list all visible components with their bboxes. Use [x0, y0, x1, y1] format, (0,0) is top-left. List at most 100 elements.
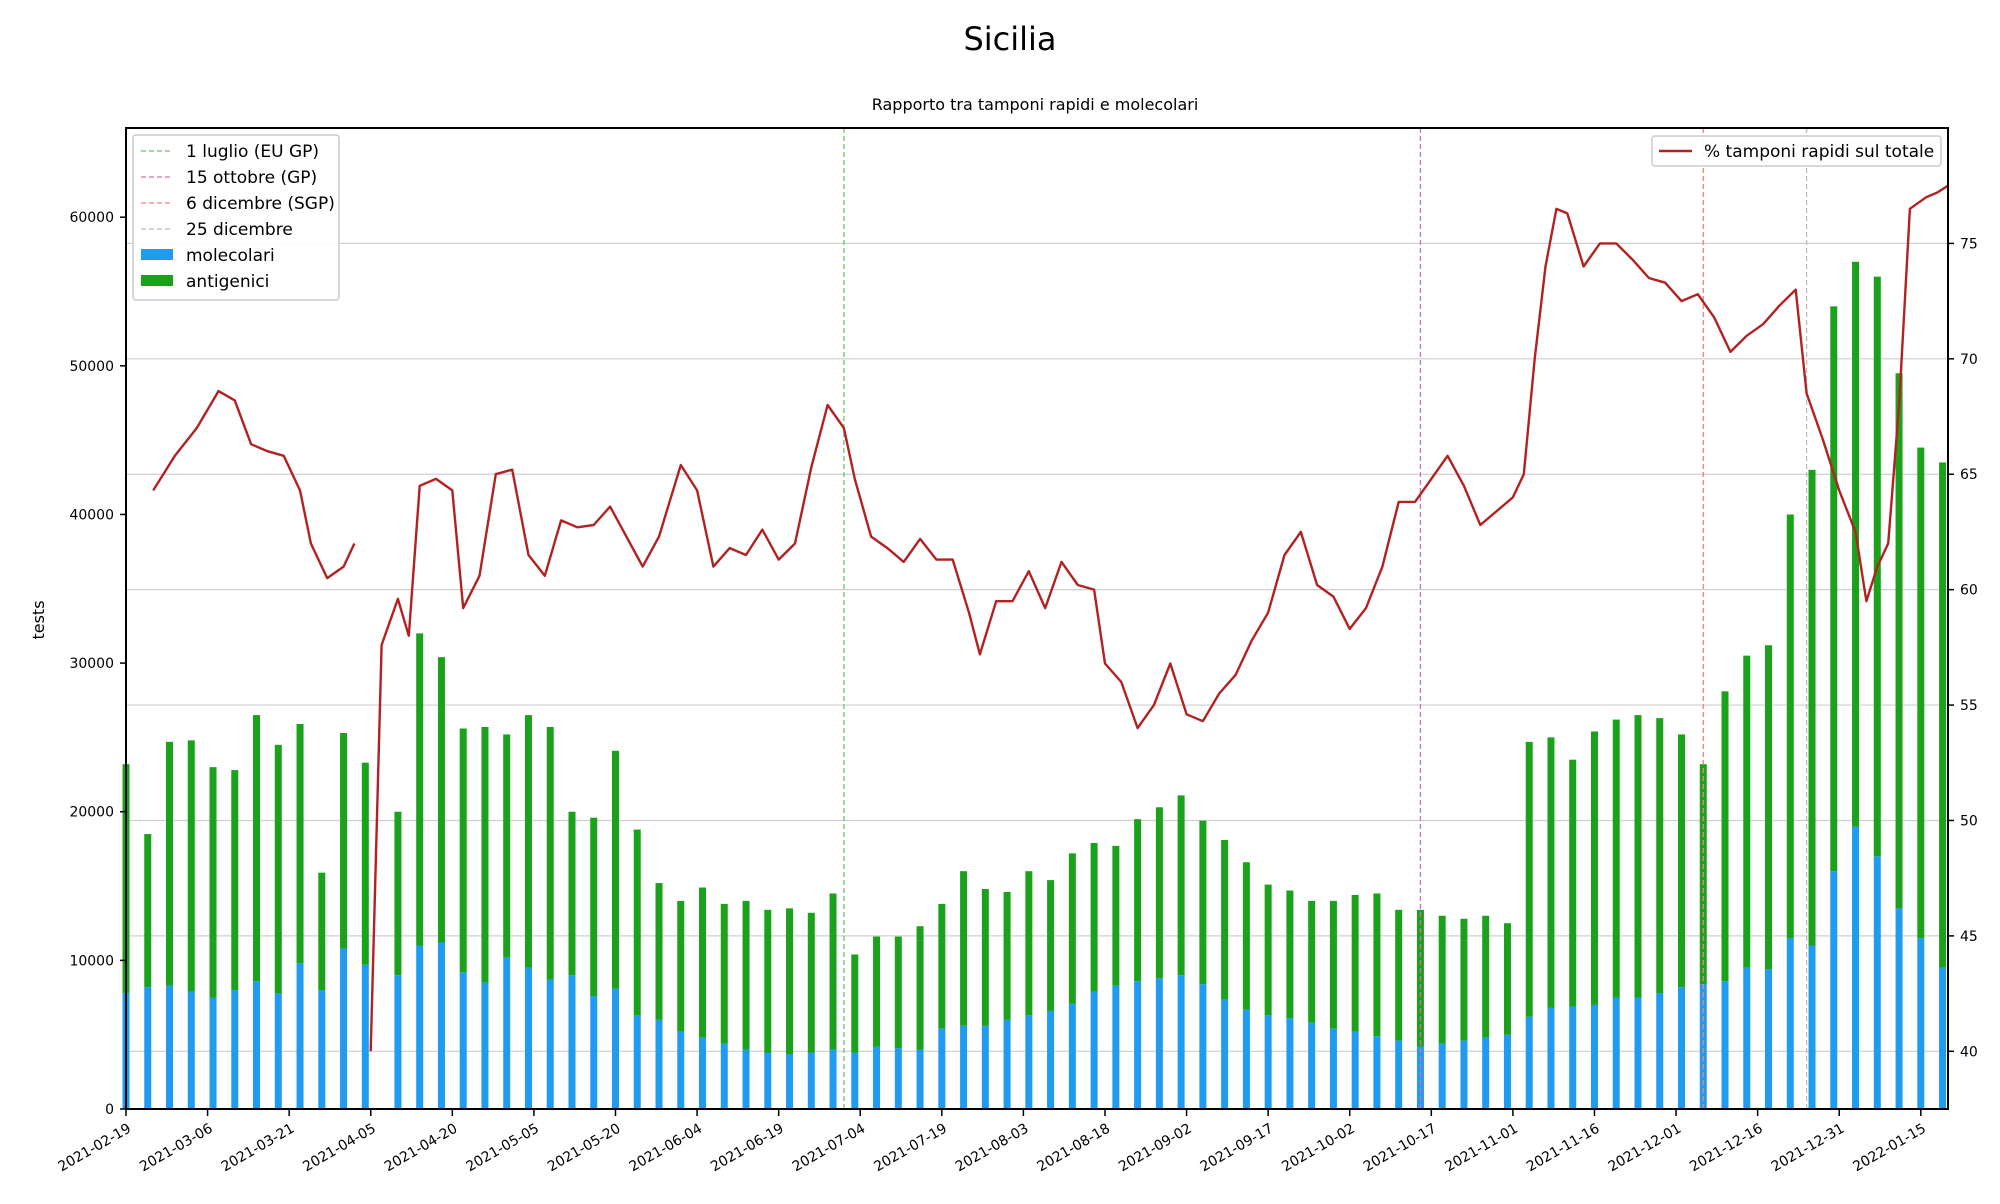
bar-molecolari: [568, 975, 576, 1109]
x-tick-label: 2021-12-16: [1687, 1121, 1766, 1176]
y-tick-label: 10000: [69, 953, 114, 969]
bar-molecolari: [742, 1049, 750, 1109]
bar-antigenici: [296, 724, 304, 964]
bar-antigenici: [1503, 923, 1511, 1035]
bar-molecolari: [1939, 967, 1947, 1109]
bar-molecolari: [274, 993, 282, 1109]
bar-molecolari: [1525, 1016, 1533, 1109]
bar-antigenici: [231, 770, 239, 991]
bar-antigenici: [633, 829, 641, 1016]
bar-molecolari: [166, 985, 174, 1109]
bar-antigenici: [1438, 915, 1446, 1044]
bar-antigenici: [960, 871, 968, 1026]
bar-molecolari: [1873, 856, 1881, 1109]
bar-antigenici: [503, 734, 511, 958]
bar-antigenici: [1852, 261, 1860, 827]
bar-molecolari: [1808, 945, 1816, 1109]
bar-molecolari: [1134, 981, 1142, 1109]
bar-molecolari: [1699, 984, 1707, 1109]
bar-molecolari: [1917, 938, 1925, 1109]
bar-antigenici: [1917, 447, 1925, 939]
legend-bar-label: molecolari: [186, 246, 275, 266]
bar-antigenici: [459, 728, 467, 973]
bar-molecolari: [1155, 978, 1163, 1109]
bar-antigenici: [568, 811, 576, 976]
bar-antigenici: [590, 817, 598, 997]
axes-subtitle: Rapporto tra tamponi rapidi e molecolari: [872, 95, 1199, 114]
bar-antigenici: [873, 936, 881, 1047]
x-tick-label: 2021-06-19: [708, 1121, 786, 1176]
bar-antigenici: [209, 767, 217, 998]
x-tick-label: 2021-03-21: [219, 1121, 297, 1176]
legend-bar-label: antigenici: [186, 272, 269, 292]
bar-molecolari: [1895, 908, 1903, 1109]
legend-marker-label: 1 luglio (EU GP): [186, 142, 319, 162]
x-tick-label: 2021-04-20: [382, 1121, 460, 1176]
bar-antigenici: [1025, 871, 1033, 1016]
bar-antigenici: [1612, 719, 1620, 998]
y-tick-label: 0: [105, 1102, 114, 1118]
y-right-tick-label: 70: [1960, 352, 1978, 368]
bar-molecolari: [1503, 1034, 1511, 1109]
bar-molecolari: [1047, 1010, 1055, 1109]
bar-molecolari: [894, 1048, 902, 1109]
percentage-line: [152, 389, 356, 580]
bar-antigenici: [1482, 915, 1490, 1038]
y-tick-label: 40000: [69, 507, 114, 523]
bar-antigenici: [851, 954, 859, 1053]
bar-molecolari: [394, 975, 402, 1109]
bar-molecolari: [611, 988, 619, 1109]
bar-molecolari: [1743, 967, 1751, 1109]
bar-molecolari: [187, 991, 195, 1109]
bar-molecolari: [1177, 975, 1185, 1109]
bar-molecolari: [546, 979, 554, 1109]
legend-marker-label: 15 ottobre (GP): [186, 168, 317, 188]
bar-antigenici: [1895, 373, 1903, 909]
bar-antigenici: [1286, 890, 1294, 1019]
x-tick-label: 2021-09-02: [1116, 1121, 1194, 1176]
bar-molecolari: [960, 1025, 968, 1109]
bar-molecolari: [503, 957, 511, 1109]
bar-antigenici: [807, 912, 815, 1053]
bar-antigenici: [981, 889, 989, 1026]
x-tick-label: 2021-11-16: [1524, 1121, 1603, 1176]
bar-molecolari: [916, 1049, 924, 1109]
bar-antigenici: [1112, 845, 1120, 986]
bar-antigenici: [916, 926, 924, 1050]
bar-molecolari: [981, 1025, 989, 1109]
x-tick-label: 2021-04-05: [300, 1121, 378, 1176]
bar-antigenici: [764, 909, 772, 1053]
bar-molecolari: [1090, 991, 1098, 1109]
bar-antigenici: [524, 715, 532, 968]
bar-molecolari: [1242, 1009, 1250, 1109]
line-layer: [152, 184, 1949, 1052]
y-tick-label: 30000: [69, 656, 114, 672]
bar-molecolari: [1395, 1040, 1403, 1109]
bar-antigenici: [1329, 900, 1337, 1029]
bar-molecolari: [1438, 1043, 1446, 1109]
bar-antigenici: [1656, 718, 1664, 994]
y-right-tick-label: 60: [1960, 583, 1978, 599]
bar-molecolari: [829, 1049, 837, 1109]
bar-antigenici: [1830, 306, 1838, 872]
bar-molecolari: [1721, 981, 1729, 1109]
bar-antigenici: [1373, 893, 1381, 1037]
bar-molecolari: [720, 1043, 728, 1109]
bar-molecolari: [590, 996, 598, 1109]
y-right-tick-label: 40: [1960, 1044, 1978, 1060]
bar-antigenici: [318, 872, 326, 991]
bar-molecolari: [361, 964, 369, 1109]
bar-antigenici: [1939, 462, 1947, 968]
bar-antigenici: [274, 744, 282, 994]
y-tick-label: 50000: [69, 359, 114, 375]
bar-antigenici: [361, 762, 369, 965]
bar-molecolari: [459, 972, 467, 1109]
bar-antigenici: [1242, 862, 1250, 1010]
bar-molecolari: [231, 990, 239, 1109]
y-right-tick-label: 65: [1960, 467, 1978, 483]
legend-marker-label: 6 dicembre (SGP): [186, 194, 335, 214]
bar-molecolari: [1482, 1037, 1490, 1109]
bar-molecolari: [524, 967, 532, 1109]
bar-antigenici: [1308, 900, 1316, 1023]
